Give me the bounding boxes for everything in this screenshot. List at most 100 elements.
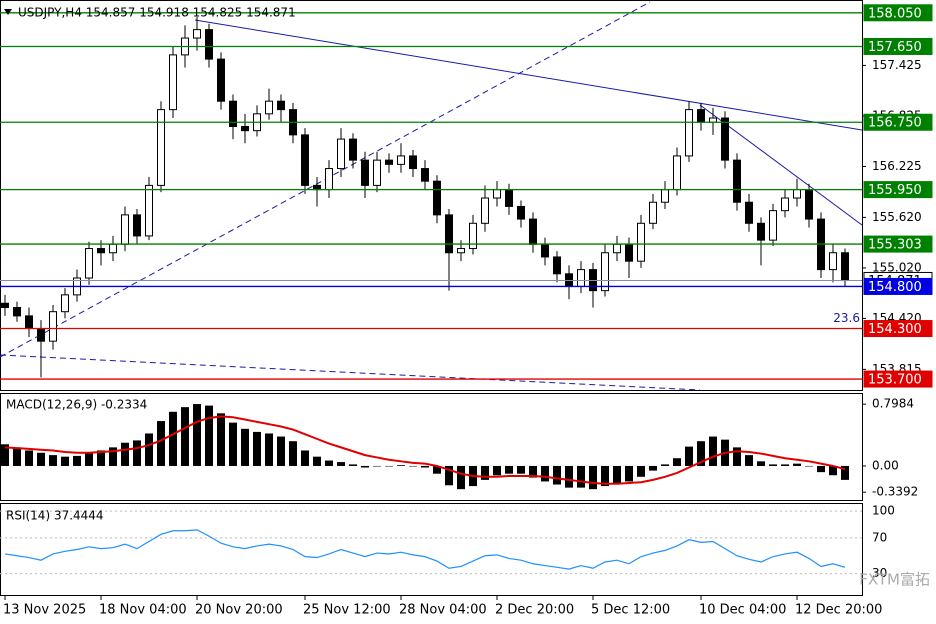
candle-body xyxy=(577,269,585,287)
level-label: 157.650 xyxy=(868,40,922,55)
level-label: 155.303 xyxy=(868,238,922,253)
y-tick-label: 155.020 xyxy=(872,260,922,274)
trend-line xyxy=(194,19,863,131)
macd-bar xyxy=(301,450,309,466)
macd-bar xyxy=(169,411,177,466)
level-box xyxy=(863,320,933,338)
level-box xyxy=(863,370,933,388)
candle-body xyxy=(673,155,681,191)
level-box xyxy=(863,181,933,199)
macd-bar xyxy=(1,444,9,466)
candle-body xyxy=(721,117,729,161)
candle-body xyxy=(745,201,753,224)
macd-bar xyxy=(397,465,405,466)
macd-bar xyxy=(13,447,21,466)
candle-body xyxy=(805,189,813,220)
macd-bar xyxy=(241,428,249,466)
macd-bar xyxy=(229,422,237,466)
macd-bar xyxy=(613,465,621,483)
macd-bar xyxy=(181,407,189,466)
macd-bar xyxy=(781,464,789,466)
candle-body xyxy=(517,205,525,220)
level-box xyxy=(863,113,933,131)
macd-bar xyxy=(541,465,549,482)
candle-body xyxy=(697,109,705,123)
trend-line xyxy=(0,354,701,391)
macd-bar xyxy=(733,447,741,466)
candle-body xyxy=(97,248,105,254)
candle-body xyxy=(553,256,561,275)
macd-bar xyxy=(277,436,285,466)
candle-body xyxy=(661,189,669,203)
x-tick-label: 2 Dec 20:00 xyxy=(495,603,574,618)
macd-bar xyxy=(217,413,225,466)
macd-bar xyxy=(673,458,681,466)
y-tick-label: 30 xyxy=(872,566,887,580)
macd-bar xyxy=(817,465,825,473)
macd-bar xyxy=(493,465,501,476)
candle-body xyxy=(769,210,777,241)
macd-bar xyxy=(337,462,345,466)
candle-body xyxy=(325,168,333,191)
candle-body xyxy=(301,134,309,186)
signal-line xyxy=(4,415,846,485)
candle-body xyxy=(361,159,369,186)
level-label: 154.300 xyxy=(868,322,922,337)
rsi-title: RSI(14) 37.4444 xyxy=(6,509,104,523)
y-tick-label: 0.7984 xyxy=(872,397,914,411)
macd-bar xyxy=(601,465,609,487)
watermark: FXTM富拓 xyxy=(859,571,930,589)
candle-body xyxy=(637,222,645,262)
candle-body xyxy=(109,243,117,254)
chart-title: USDJPY,H4 154.857 154.918 154.825 154.87… xyxy=(18,6,296,20)
macd-bar xyxy=(577,465,585,488)
macd-bar xyxy=(649,465,657,471)
macd-bar xyxy=(565,465,573,488)
macd-bar xyxy=(709,436,717,466)
candle-body xyxy=(229,100,237,127)
rsi-pane xyxy=(0,503,863,596)
macd-bar xyxy=(265,433,273,466)
macd-bar xyxy=(757,461,765,466)
x-tick-label: 18 Nov 04:00 xyxy=(99,603,187,618)
candle-body xyxy=(145,184,153,237)
menu-triangle xyxy=(4,9,12,15)
x-tick-label: 12 Dec 20:00 xyxy=(795,603,882,618)
candle-body xyxy=(613,243,621,254)
macd-bar xyxy=(793,463,801,466)
candle-body xyxy=(493,189,501,199)
macd-bar xyxy=(841,465,849,480)
candle-body xyxy=(385,159,393,165)
candle-body xyxy=(49,311,57,342)
level-box xyxy=(863,235,933,253)
candle-body xyxy=(793,189,801,199)
candle-body xyxy=(169,54,177,111)
candle-body xyxy=(433,180,441,216)
level-label: 158.050 xyxy=(868,6,922,21)
level-box xyxy=(863,37,933,55)
macd-title: MACD(12,26,9) -0.2334 xyxy=(6,398,147,412)
level-label: 155.950 xyxy=(868,183,922,198)
candle-body xyxy=(685,109,693,157)
candle-body xyxy=(757,222,765,241)
macd-bar xyxy=(517,465,525,474)
macd-bar xyxy=(325,460,333,466)
y-tick-label: -0.3392 xyxy=(872,485,918,499)
macd-bar xyxy=(481,465,489,480)
macd-bar xyxy=(697,441,705,466)
candle-body xyxy=(445,214,453,254)
macd-bar xyxy=(433,465,441,474)
macd-bar xyxy=(145,433,153,466)
candle-body xyxy=(349,138,357,161)
macd-bar xyxy=(637,465,645,477)
x-tick-label: 20 Nov 20:00 xyxy=(195,603,283,618)
candle-body xyxy=(649,201,657,224)
candle-body xyxy=(625,243,633,262)
y-tick-label: 155.620 xyxy=(872,210,922,224)
candle-body xyxy=(217,58,225,102)
fib-label: 23.6 xyxy=(833,311,860,325)
candle-body xyxy=(841,252,849,282)
level-label: 156.750 xyxy=(868,116,922,131)
